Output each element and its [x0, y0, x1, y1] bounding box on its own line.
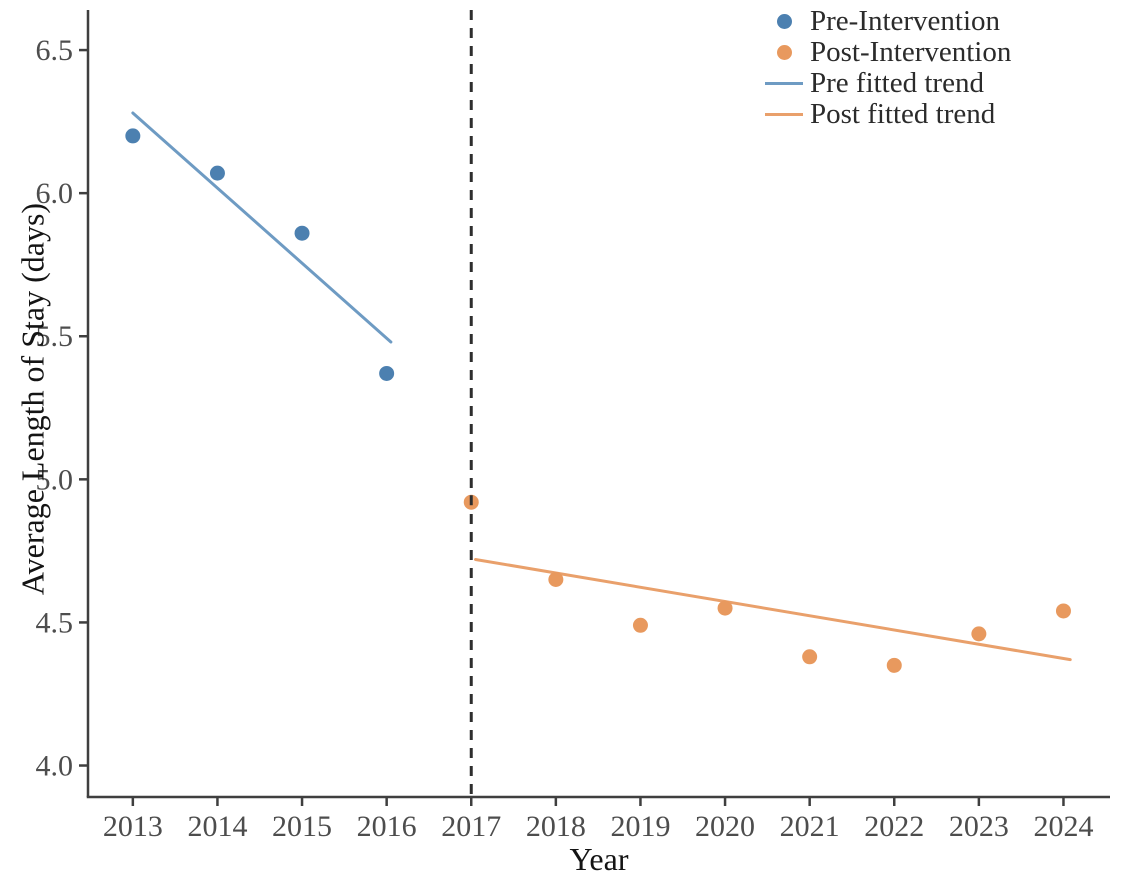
- x-tick-label: 2021: [780, 810, 840, 843]
- legend-entry: Pre fitted trend: [758, 67, 1011, 99]
- x-tick-label: 2015: [272, 810, 332, 843]
- pre-intervention-point: [294, 225, 310, 241]
- x-tick-label: 2014: [187, 810, 247, 843]
- legend-label: Pre fitted trend: [810, 67, 984, 99]
- legend-line-marker-icon: [765, 82, 803, 85]
- post-intervention-point: [971, 626, 987, 642]
- legend-line-marker-icon: [765, 113, 803, 116]
- legend-entry: Post-Intervention: [758, 36, 1012, 68]
- legend-point-marker-icon: [776, 45, 792, 60]
- y-tick-label: 4.0: [36, 750, 74, 783]
- y-axis-title: Average Length of Stay (days): [14, 202, 51, 596]
- x-tick-label: 2016: [357, 810, 417, 843]
- legend-point-marker-icon: [776, 14, 792, 29]
- post-intervention-point: [802, 649, 818, 665]
- post-intervention-point: [632, 617, 648, 633]
- pre-intervention-point: [209, 165, 225, 181]
- x-tick-label: 2019: [610, 810, 670, 843]
- legend-label: Pre-Intervention: [810, 5, 1001, 37]
- x-tick-label: 2023: [949, 810, 1009, 843]
- legend-label: Post-Intervention: [810, 36, 1012, 68]
- y-tick-label: 5.5: [36, 320, 74, 353]
- x-tick-label: 2017: [441, 810, 501, 843]
- legend: Pre-Intervention Post-Intervention Pre fit…: [758, 5, 1012, 130]
- pre-intervention-point: [125, 128, 141, 144]
- legend-marker-cell: [758, 45, 810, 60]
- post-fitted-trend-line: [473, 557, 1072, 662]
- legend-entry: Pre-Intervention: [758, 5, 1011, 37]
- legend-marker-cell: [758, 14, 810, 29]
- x-tick-label: 2013: [103, 810, 163, 843]
- y-tick-label: 6.5: [36, 34, 74, 67]
- legend-marker-cell: [758, 82, 810, 85]
- x-tick-label: 2022: [864, 810, 924, 843]
- x-tick-label: 2020: [695, 810, 755, 843]
- legend-entry: Post fitted trend: [758, 98, 1011, 130]
- x-tick-label: 2018: [526, 810, 586, 843]
- post-intervention-point: [1055, 603, 1071, 619]
- post-intervention-point: [548, 572, 564, 588]
- y-tick-label: 4.5: [36, 606, 74, 639]
- y-tick-label: 6.0: [36, 177, 74, 210]
- y-tick-label: 5.0: [36, 463, 74, 496]
- post-intervention-point: [717, 600, 733, 616]
- legend-marker-cell: [758, 113, 810, 116]
- post-intervention-point: [886, 657, 902, 673]
- pre-fitted-trend-line: [131, 111, 393, 344]
- pre-intervention-point: [379, 365, 395, 381]
- x-tick-label: 2024: [1033, 810, 1093, 843]
- x-axis-title: Year: [569, 841, 629, 875]
- legend-label: Post fitted trend: [810, 98, 996, 130]
